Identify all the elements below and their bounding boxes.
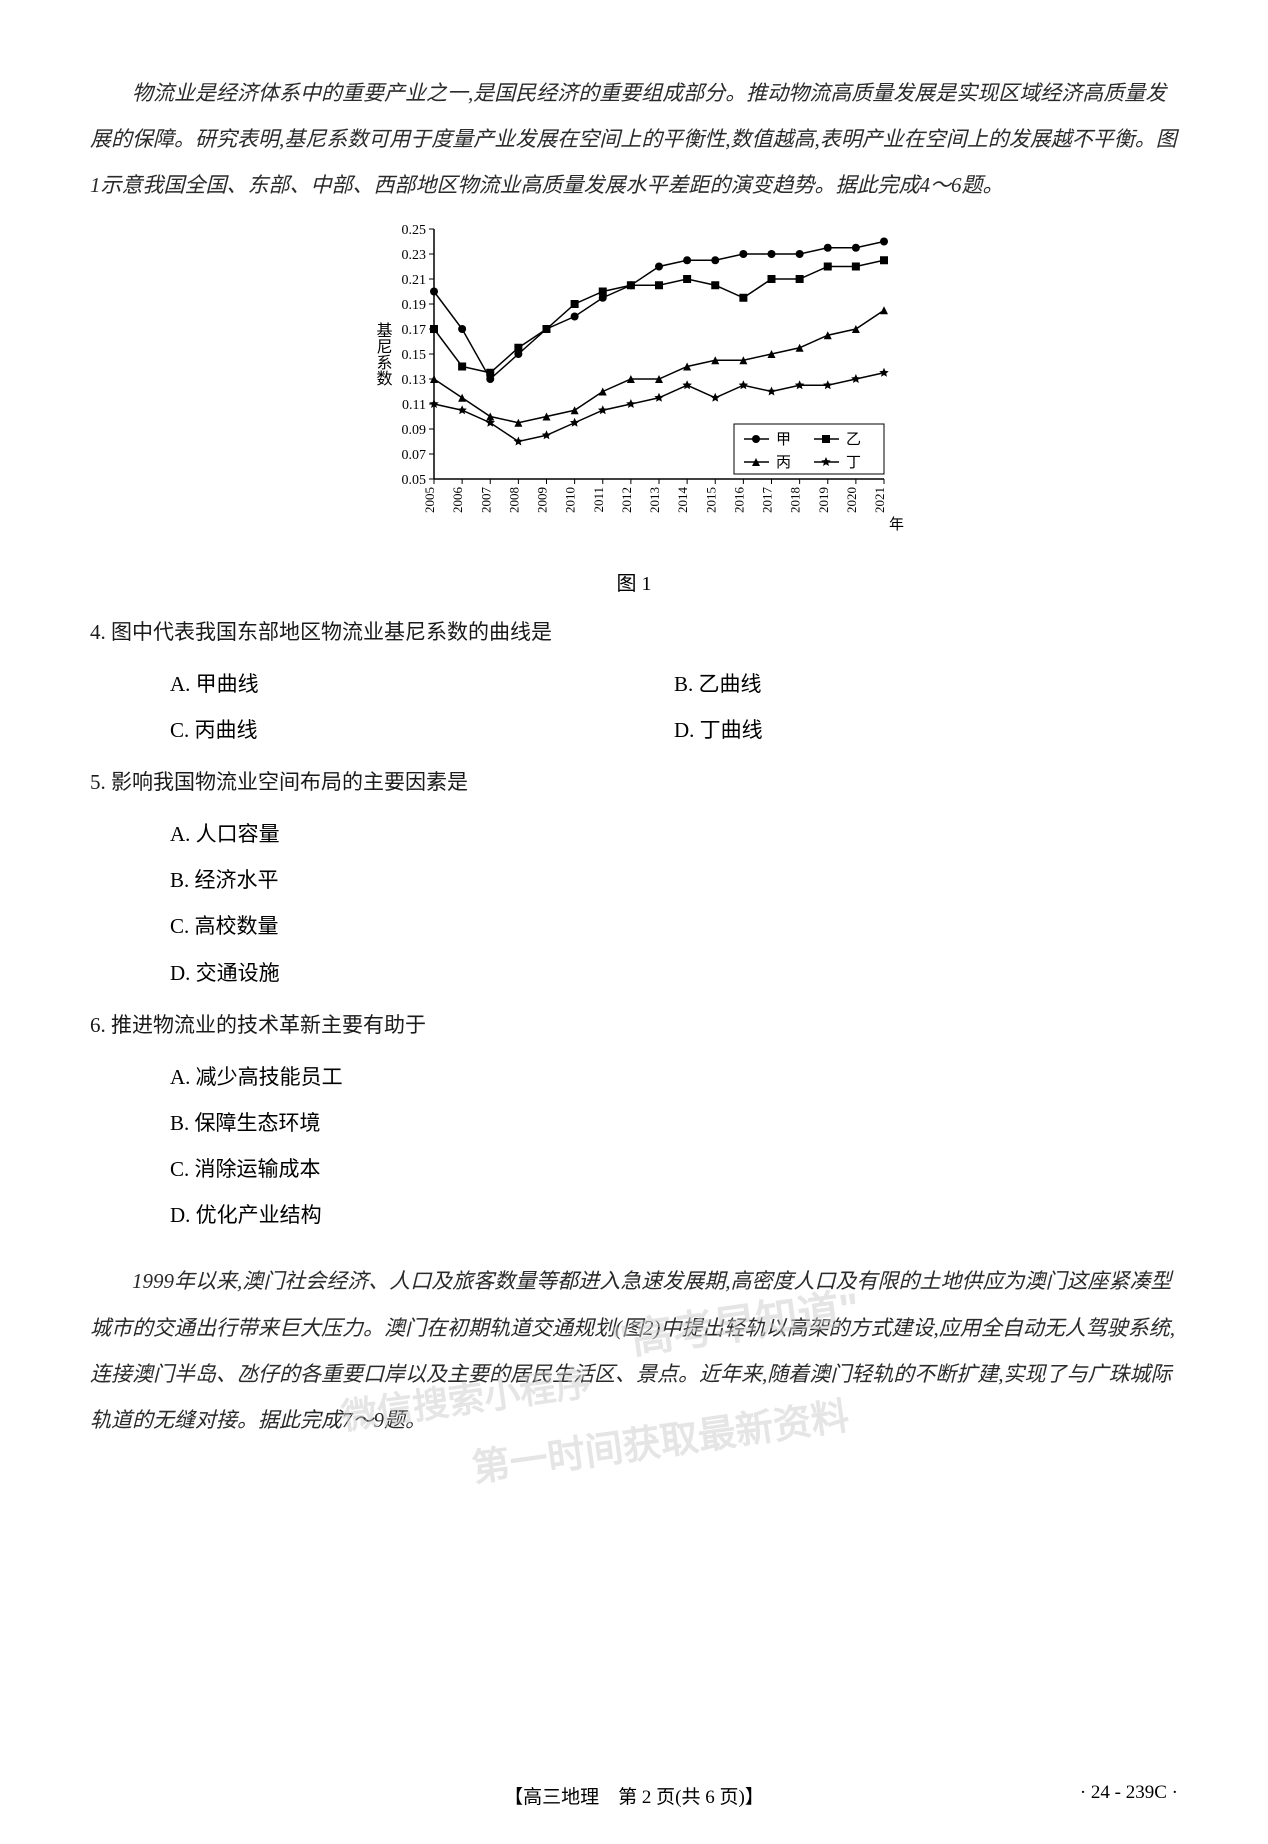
svg-text:年份: 年份: [889, 516, 904, 533]
svg-text:2005: 2005: [422, 487, 437, 513]
page-footer: 【高三地理 第 2 页(共 6 页)】 · 24 - 239C ·: [0, 1782, 1268, 1809]
svg-text:2019: 2019: [816, 487, 831, 513]
svg-text:甲: 甲: [776, 432, 791, 448]
svg-text:2017: 2017: [760, 486, 775, 513]
svg-text:2012: 2012: [619, 487, 634, 513]
q4-option-a: A. 甲曲线: [170, 661, 674, 707]
passage-1: 物流业是经济体系中的重要产业之一,是国民经济的重要组成部分。推动物流高质量发展是…: [90, 70, 1178, 209]
svg-text:2011: 2011: [591, 487, 606, 513]
svg-text:0.21: 0.21: [402, 273, 427, 288]
svg-text:0.05: 0.05: [402, 473, 427, 488]
line-chart-svg: 0.05 0.07 0.09 0.11 0.13 0.15 0.17 0.19 0.21 0.23…: [364, 219, 904, 559]
svg-text:乙: 乙: [846, 432, 861, 448]
chart-caption: 图 1: [90, 567, 1178, 596]
q5-option-c: C. 高校数量: [170, 903, 1178, 949]
q6-options: A. 减少高技能员工 B. 保障生态环境 C. 消除运输成本 D. 优化产业结构: [90, 1054, 1178, 1239]
svg-text:2007: 2007: [478, 486, 493, 513]
svg-text:0.13: 0.13: [402, 373, 427, 388]
q6-option-b: B. 保障生态环境: [170, 1100, 1178, 1146]
q6-stem: 6. 推进物流业的技术革新主要有助于: [90, 1004, 1178, 1046]
svg-text:0.23: 0.23: [402, 248, 427, 263]
q4-options: A. 甲曲线 B. 乙曲线 C. 丙曲线 D. 丁曲线: [90, 661, 1178, 753]
footer-center: 【高三地理 第 2 页(共 6 页)】: [504, 1782, 764, 1809]
svg-text:2015: 2015: [703, 487, 718, 513]
q6-option-d: D. 优化产业结构: [170, 1192, 1178, 1238]
svg-text:0.25: 0.25: [402, 223, 427, 238]
svg-text:0.11: 0.11: [402, 398, 426, 413]
svg-text:2013: 2013: [647, 487, 662, 513]
svg-text:2008: 2008: [506, 487, 521, 513]
q4-option-d: D. 丁曲线: [674, 707, 1178, 753]
q5-option-d: D. 交通设施: [170, 950, 1178, 996]
q4-option-b: B. 乙曲线: [674, 661, 1178, 707]
q4-stem: 4. 图中代表我国东部地区物流业基尼系数的曲线是: [90, 611, 1178, 653]
svg-text:0.19: 0.19: [402, 298, 427, 313]
svg-text:0.15: 0.15: [402, 348, 427, 363]
svg-text:2018: 2018: [788, 487, 803, 513]
svg-text:2010: 2010: [563, 487, 578, 513]
chart-figure-1: 0.05 0.07 0.09 0.11 0.13 0.15 0.17 0.19 0.21 0.23…: [90, 219, 1178, 559]
footer-code: · 24 - 239C ·: [1080, 1782, 1178, 1804]
svg-text:丙: 丙: [776, 455, 791, 471]
svg-text:基尼系数: 基尼系数: [374, 322, 393, 386]
svg-text:2021: 2021: [872, 487, 887, 513]
svg-text:2006: 2006: [450, 486, 465, 513]
svg-text:0.09: 0.09: [402, 423, 427, 438]
exam-page: 物流业是经济体系中的重要产业之一,是国民经济的重要组成部分。推动物流高质量发展是…: [0, 0, 1268, 1844]
q6-option-c: C. 消除运输成本: [170, 1146, 1178, 1192]
svg-text:2014: 2014: [675, 486, 690, 513]
q6-option-a: A. 减少高技能员工: [170, 1054, 1178, 1100]
q4-option-c: C. 丙曲线: [170, 707, 674, 753]
svg-text:2016: 2016: [731, 486, 746, 513]
svg-text:丁: 丁: [846, 455, 861, 471]
passage-2: 1999年以来,澳门社会经济、人口及旅客数量等都进入急速发展期,高密度人口及有限…: [90, 1258, 1178, 1443]
svg-text:0.07: 0.07: [402, 448, 427, 463]
questions-block: "高考早知道" 微信搜索小程序 第一时间获取最新资料 4. 图中代表我国东部地区…: [90, 611, 1178, 1239]
q5-option-b: B. 经济水平: [170, 857, 1178, 903]
svg-text:0.17: 0.17: [402, 323, 427, 338]
q5-options: A. 人口容量 B. 经济水平 C. 高校数量 D. 交通设施: [90, 811, 1178, 996]
svg-text:2009: 2009: [535, 487, 550, 513]
svg-text:2020: 2020: [844, 487, 859, 513]
q5-option-a: A. 人口容量: [170, 811, 1178, 857]
q5-stem: 5. 影响我国物流业空间布局的主要因素是: [90, 761, 1178, 803]
